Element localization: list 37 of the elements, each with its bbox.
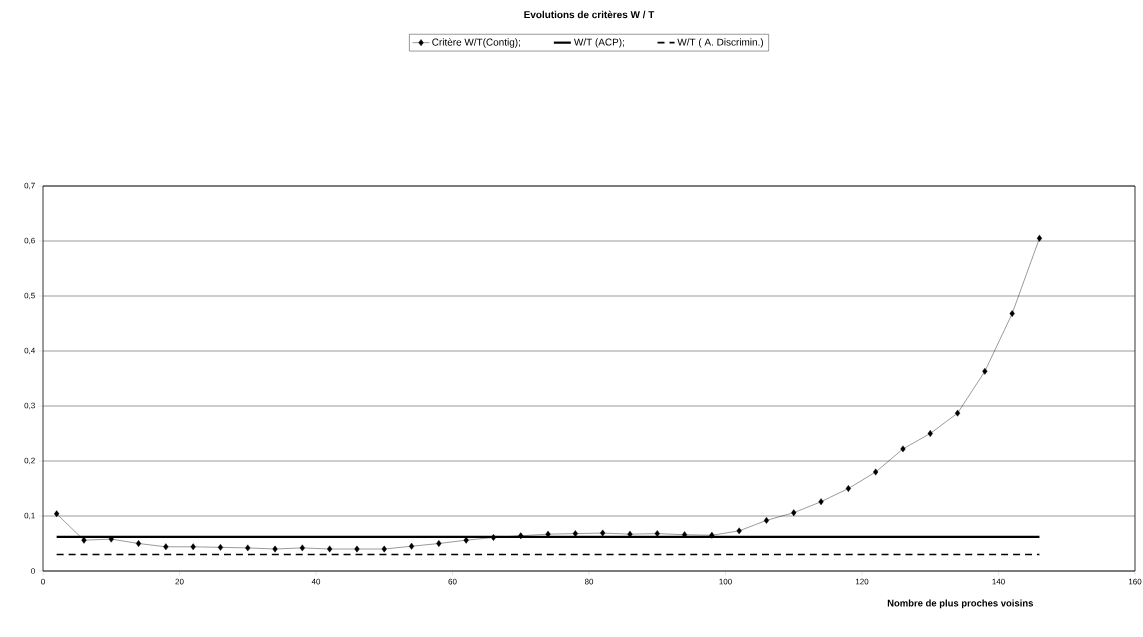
point <box>736 527 742 535</box>
point <box>982 367 988 375</box>
legend-label: W/T ( A. Discrimin.) <box>677 38 764 48</box>
point <box>190 543 196 551</box>
point <box>354 545 360 553</box>
point <box>490 534 497 541</box>
point <box>927 430 933 437</box>
point <box>1036 234 1043 242</box>
point <box>163 543 169 551</box>
point <box>873 468 879 476</box>
point <box>108 535 114 543</box>
point <box>299 544 305 552</box>
point <box>954 409 961 417</box>
point <box>845 485 851 492</box>
point <box>654 530 660 537</box>
point <box>818 498 824 506</box>
chart-title: Evolutions de critères W / T <box>524 10 655 19</box>
legend-label: W/T (ACP); <box>573 38 624 48</box>
point <box>245 544 251 552</box>
point <box>900 445 906 453</box>
point <box>408 542 415 550</box>
point <box>600 529 606 537</box>
point <box>791 509 797 517</box>
point <box>217 543 224 551</box>
point <box>327 545 333 553</box>
point <box>436 540 442 547</box>
point <box>54 510 60 518</box>
point <box>763 517 770 524</box>
point <box>1009 310 1015 317</box>
point <box>572 530 578 537</box>
point <box>518 532 524 540</box>
point <box>381 545 387 553</box>
point <box>709 531 715 539</box>
x-axis-title: Nombre de plus proches voisins <box>887 599 1033 609</box>
legend-label: Critère W/T(Contig); <box>432 38 520 48</box>
point <box>135 540 142 547</box>
point <box>272 545 278 553</box>
